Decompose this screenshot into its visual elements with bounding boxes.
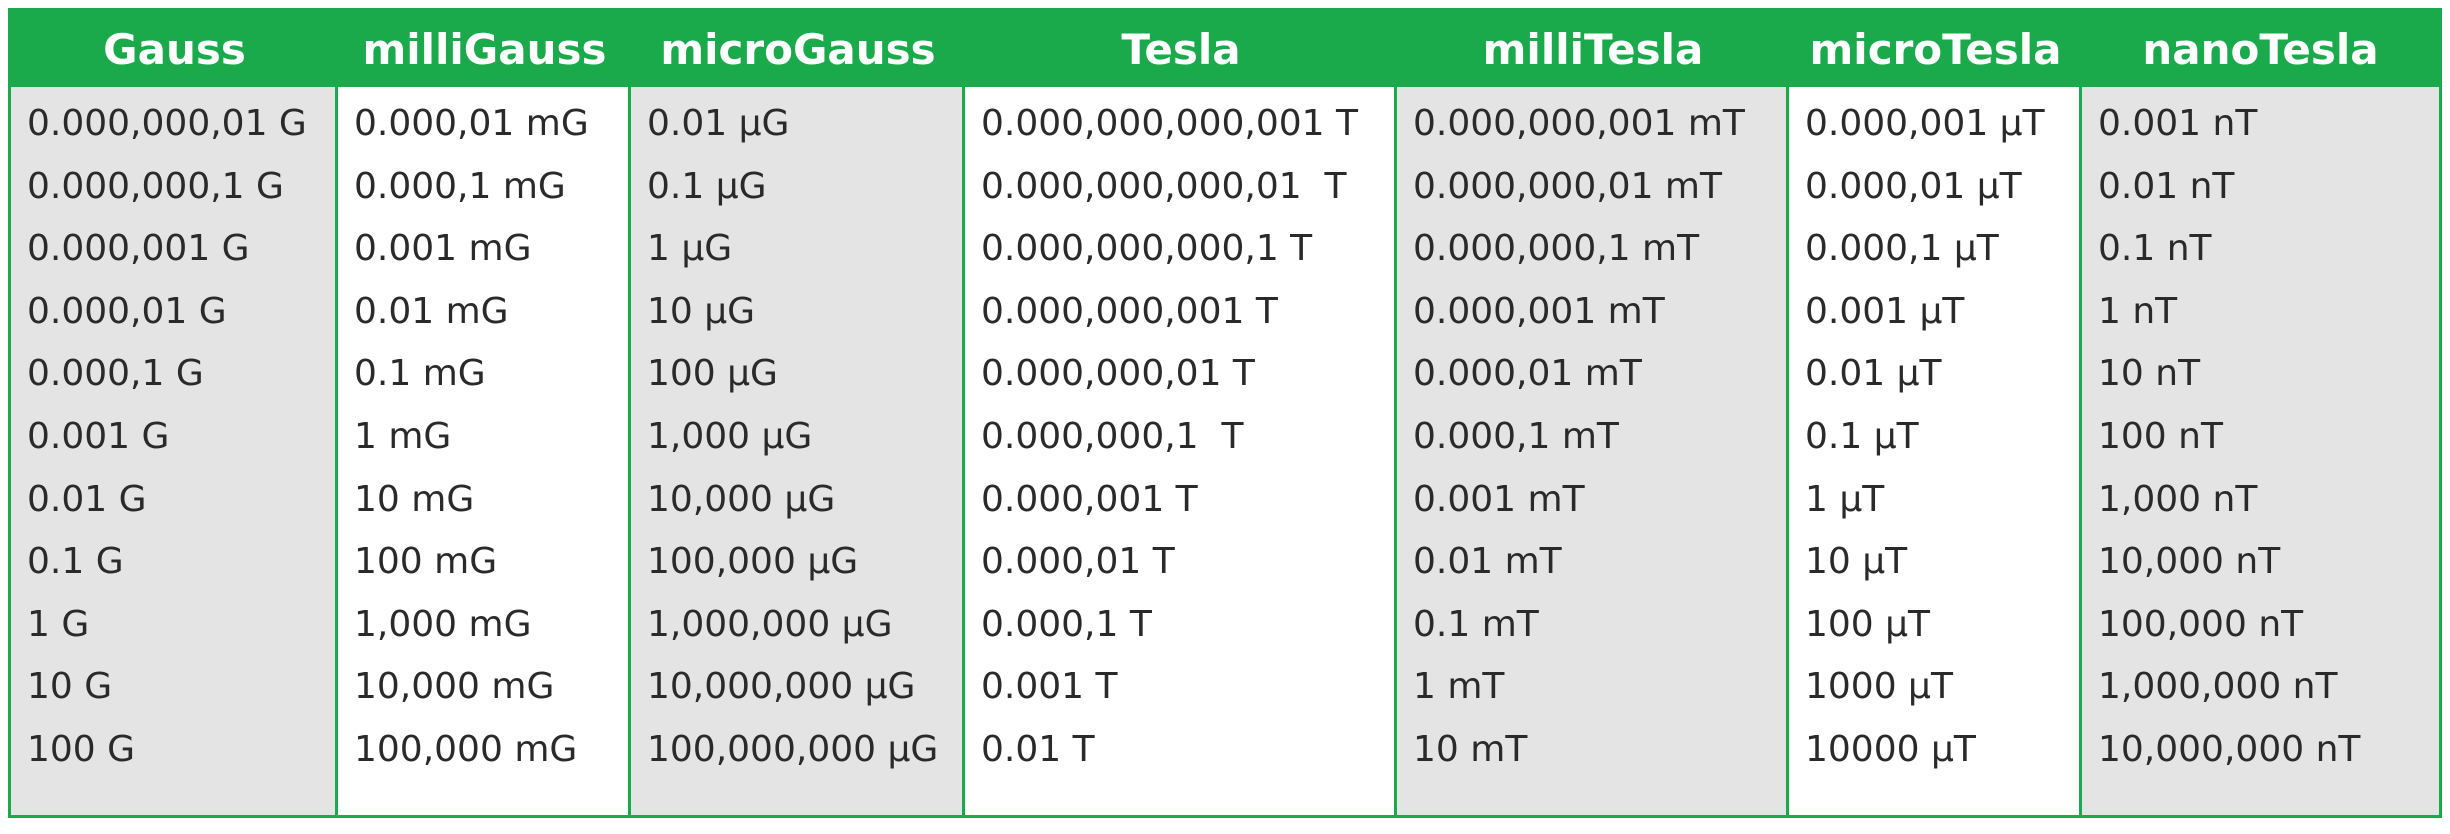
table-cell: 0.000,1 T bbox=[981, 603, 1152, 645]
table-column: Gauss 0.000,000,01 G 0.000,000,1 G 0.000,00… bbox=[8, 8, 338, 818]
table-cell: 0.000,01 G bbox=[27, 290, 227, 332]
table-cell: 10,000 µG bbox=[647, 478, 836, 520]
table-column: milliGauss 0.000,01 mG 0.000,1 mG 0.001 mG 0… bbox=[335, 8, 631, 818]
table-cell: 0.000,000,000,001 T bbox=[981, 103, 1358, 144]
table-cell: 0.000,000,1 T bbox=[981, 416, 1244, 457]
table-cell: 100 mG bbox=[354, 541, 498, 583]
table-cell: 10,000,000 µG bbox=[647, 666, 916, 708]
table-cell: 1 nT bbox=[2098, 290, 2178, 332]
table-cell: 0.000,01 mG bbox=[354, 103, 589, 144]
table-cell: 0.000,001 µT bbox=[1805, 103, 2045, 144]
table-cell: 0.000,001 G bbox=[27, 228, 250, 270]
table-cell: 0.000,01 T bbox=[981, 541, 1175, 583]
table-cell: 0.000,000,000,1 T bbox=[981, 228, 1313, 270]
table-cell: 0.000,1 mG bbox=[354, 165, 566, 207]
column-header: Tesla bbox=[965, 11, 1397, 87]
table-cell: 100 nT bbox=[2098, 416, 2223, 457]
table-cell: 100 µT bbox=[1805, 603, 1931, 645]
column-header: microGauss bbox=[631, 11, 965, 87]
table-cell: 0.000,000,000,01 T bbox=[981, 165, 1347, 207]
table-cell: 1000 µT bbox=[1805, 666, 1953, 708]
table-cell: 0.1 G bbox=[27, 541, 124, 583]
table-cell: 0.01 nT bbox=[2098, 165, 2235, 207]
table-cell: 0.1 µG bbox=[647, 165, 767, 207]
table-column: milliTesla 0.000,000,001 mT 0.000,000,01 m… bbox=[1394, 8, 1789, 818]
table-cell: 0.000,1 µT bbox=[1805, 228, 1999, 270]
table-cell: 0.1 mT bbox=[1413, 603, 1539, 645]
table-cell: 0.000,001 mT bbox=[1413, 290, 1665, 332]
table-cell: 100,000,000 µG bbox=[647, 729, 939, 770]
table-cell: 0.000,000,001 T bbox=[981, 290, 1278, 332]
table-cell: 1 mG bbox=[354, 416, 452, 457]
table-cell: 0.000,01 mT bbox=[1413, 353, 1642, 395]
table-cell: 0.000,000,01 mT bbox=[1413, 165, 1722, 207]
table-cell: 1 mT bbox=[1413, 666, 1505, 708]
table-cell: 1 G bbox=[27, 603, 90, 645]
column-header: milliGauss bbox=[338, 11, 631, 87]
column-header: microTesla bbox=[1789, 11, 2082, 87]
table-cell: 100,000 mG bbox=[354, 729, 578, 770]
table-cell: 100,000 µG bbox=[647, 541, 859, 583]
table-cell: 10,000 nT bbox=[2098, 541, 2281, 583]
table-cell: 0.000,000,1 mT bbox=[1413, 228, 1700, 270]
table-cell: 10 G bbox=[27, 666, 113, 708]
table-cell: 10000 µT bbox=[1805, 729, 1976, 770]
table-cell: 1 µT bbox=[1805, 478, 1885, 520]
table-cell: 10 µT bbox=[1805, 541, 1908, 583]
table-column: nanoTesla 0.001 nT 0.01 nT 0.1 nT 1 nT 10 nT 1… bbox=[2079, 8, 2442, 818]
table-cell: 0.000,000,1 G bbox=[27, 165, 284, 207]
table-cell: 1,000,000 nT bbox=[2098, 666, 2338, 708]
table-cell: 1,000 mG bbox=[354, 603, 532, 645]
column-header: nanoTesla bbox=[2082, 11, 2439, 87]
table-cell: 0.000,1 G bbox=[27, 353, 204, 395]
table-cell: 0.001 nT bbox=[2098, 103, 2258, 144]
table-cell: 0.1 nT bbox=[2098, 228, 2212, 270]
table-cell: 0.1 mG bbox=[354, 353, 486, 395]
table-cell: 0.01 T bbox=[981, 729, 1095, 770]
table-cell: 0.001 mG bbox=[354, 228, 532, 270]
table-cell: 0.01 G bbox=[27, 478, 147, 520]
table-column: microTesla 0.000,001 µT 0.000,01 µT 0.000,1… bbox=[1786, 8, 2082, 818]
table-cell: 0.01 mT bbox=[1413, 541, 1562, 583]
table-cell: 0.000,001 T bbox=[981, 478, 1198, 520]
table-cell: 10,000 mG bbox=[354, 666, 555, 708]
table-cell: 0.1 µT bbox=[1805, 416, 1919, 457]
table-cell: 0.01 µG bbox=[647, 103, 790, 144]
table-cell: 0.000,1 mT bbox=[1413, 416, 1619, 457]
table-cell: 0.01 mG bbox=[354, 290, 509, 332]
table-cell: 0.001 mT bbox=[1413, 478, 1585, 520]
table-cell: 0.000,000,01 G bbox=[27, 103, 307, 144]
table-cell: 100,000 nT bbox=[2098, 603, 2304, 645]
table-cell: 0.001 µT bbox=[1805, 290, 1965, 332]
table-cell: 0.000,01 µT bbox=[1805, 165, 2022, 207]
table-cell: 0.01 µT bbox=[1805, 353, 1942, 395]
column-header: Gauss bbox=[11, 11, 338, 87]
table-cell: 0.001 T bbox=[981, 666, 1118, 708]
table-cell: 10 mT bbox=[1413, 729, 1528, 770]
table-column: microGauss 0.01 µG 0.1 µG 1 µG 10 µG 100 µG 1,… bbox=[628, 8, 965, 818]
table-cell: 10 mG bbox=[354, 478, 475, 520]
table-cell: 10,000,000 nT bbox=[2098, 729, 2361, 770]
table-cell: 1,000 µG bbox=[647, 416, 813, 457]
table-cell: 10 nT bbox=[2098, 353, 2201, 395]
table-column: Tesla 0.000,000,000,001 T 0.000,000,000,01… bbox=[962, 8, 1397, 818]
table-cell: 0.000,000,001 mT bbox=[1413, 103, 1745, 144]
table-cell: 100 µG bbox=[647, 353, 778, 395]
table-cell: 0.000,000,01 T bbox=[981, 353, 1255, 395]
table-cell: 1,000 nT bbox=[2098, 478, 2258, 520]
table-cell: 0.001 G bbox=[27, 416, 170, 457]
table-cell: 1 µG bbox=[647, 228, 733, 270]
table-cell: 100 G bbox=[27, 729, 136, 770]
table-cell: 1,000,000 µG bbox=[647, 603, 893, 645]
table-cell: 10 µG bbox=[647, 290, 756, 332]
column-header: milliTesla bbox=[1397, 11, 1789, 87]
